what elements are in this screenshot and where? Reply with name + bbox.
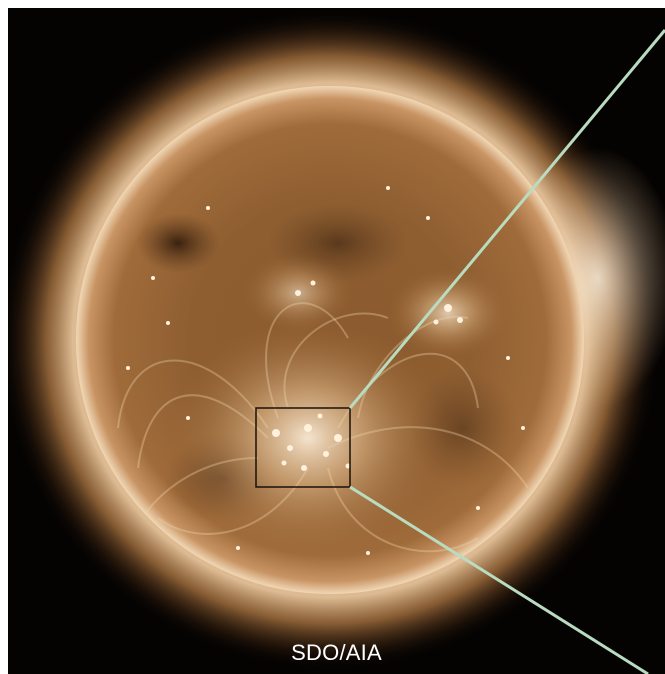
zoom-line-bottom: [349, 485, 649, 674]
zoom-box: [255, 407, 351, 488]
disk-features: [117, 186, 529, 558]
solar-image-panel: SDO/AIA: [8, 8, 665, 674]
zoom-line-top: [348, 29, 665, 409]
coronal-loops: [117, 302, 529, 553]
dark-region-left: [136, 213, 220, 273]
active-region-glow: [168, 318, 448, 558]
image-caption: SDO/AIA: [291, 640, 382, 665]
active-region-secondary: [388, 268, 508, 358]
sun-graphic: [8, 10, 665, 674]
